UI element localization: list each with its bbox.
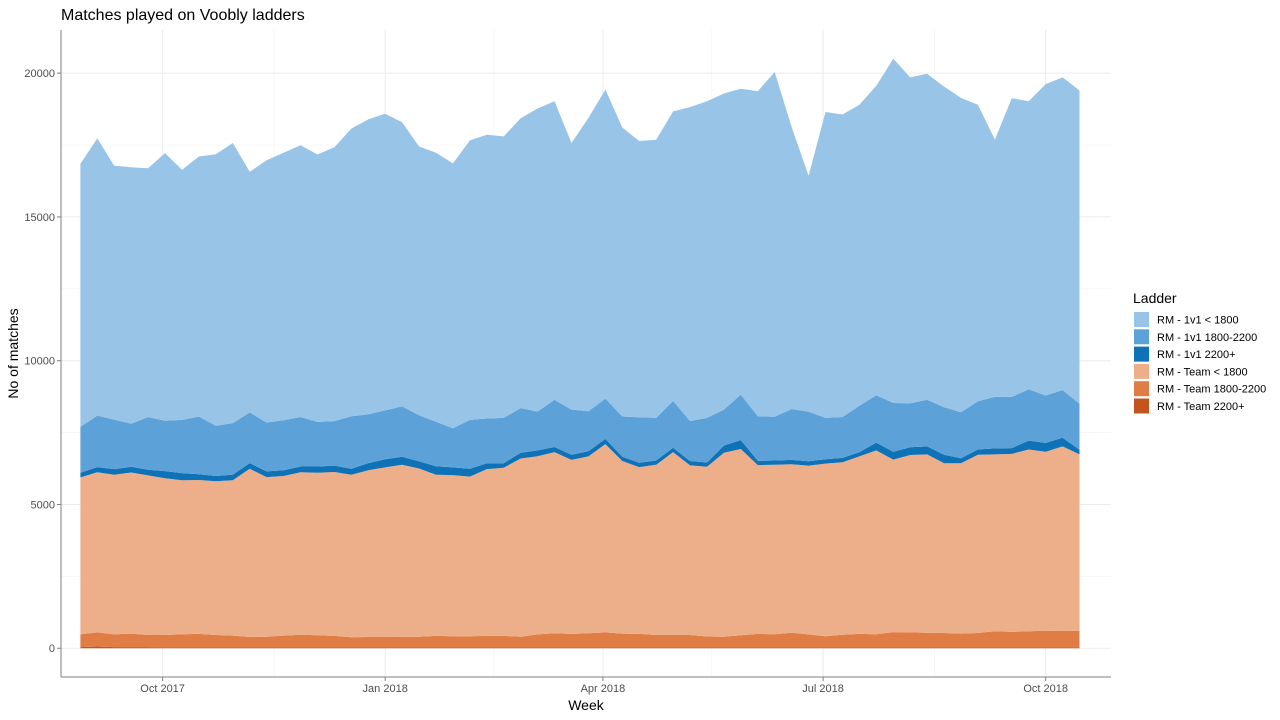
y-tick-label: 0: [49, 643, 55, 655]
legend-swatch-rm-1v1-1800: [1134, 312, 1149, 327]
legend-swatch-rm-1v1-2200: [1134, 346, 1149, 362]
legend: Ladder RM - 1v1 < 1800 RM - 1v1 1800-2200…: [1133, 290, 1266, 414]
legend-title: Ladder: [1133, 290, 1177, 306]
area-rm-1v1-1800-2200: [80, 389, 1080, 476]
y-axis-title: No of matches: [5, 308, 21, 398]
x-axis-title: Week: [568, 697, 605, 713]
y-tick-label: 10000: [24, 356, 55, 368]
legend-label-rm-1v1-2200: RM - 1v1 2200+: [1157, 349, 1236, 361]
x-tick-label: Apr 2018: [581, 683, 626, 695]
area-rm-1v1-1800: [80, 58, 1080, 429]
area-rm-team-1800-2200: [80, 630, 1080, 648]
legend-swatch-rm-team-1800-2200: [1134, 381, 1149, 397]
legend-label-rm-1v1-1800: RM - 1v1 < 1800: [1157, 315, 1239, 327]
x-tick-label: Oct 2018: [1023, 683, 1068, 695]
legend-swatch-rm-team-2200: [1134, 398, 1149, 414]
chart-title: Matches played on Voobly ladders: [61, 7, 305, 24]
area-rm-team-2200: [80, 646, 1080, 649]
legend-swatch-rm-team-1800: [1134, 363, 1149, 379]
area-rm-1v1-2200: [80, 437, 1080, 482]
legend-label-rm-1v1-1800-2200: RM - 1v1 1800-2200: [1157, 332, 1257, 344]
legend-label-rm-team-1800: RM - Team < 1800: [1157, 366, 1248, 378]
x-tick-label: Jan 2018: [363, 683, 408, 695]
y-axis: 0 5000 10000 15000 20000: [24, 68, 61, 655]
y-tick-label: 5000: [31, 499, 55, 511]
stacked-areas: [80, 58, 1080, 649]
x-tick-label: Jul 2018: [802, 683, 844, 695]
x-axis: Oct 2017 Jan 2018 Apr 2018 Jul 2018 Oct 2018: [140, 677, 1068, 695]
y-tick-label: 15000: [24, 212, 55, 224]
legend-swatch-rm-1v1-1800-2200: [1134, 329, 1149, 345]
legend-label-rm-team-1800-2200: RM - Team 1800-2200: [1157, 384, 1266, 396]
area-rm-team-1800: [80, 444, 1080, 638]
y-tick-label: 20000: [24, 68, 55, 80]
x-tick-label: Oct 2017: [140, 683, 185, 695]
legend-label-rm-team-2200: RM - Team 2200+: [1157, 401, 1245, 413]
